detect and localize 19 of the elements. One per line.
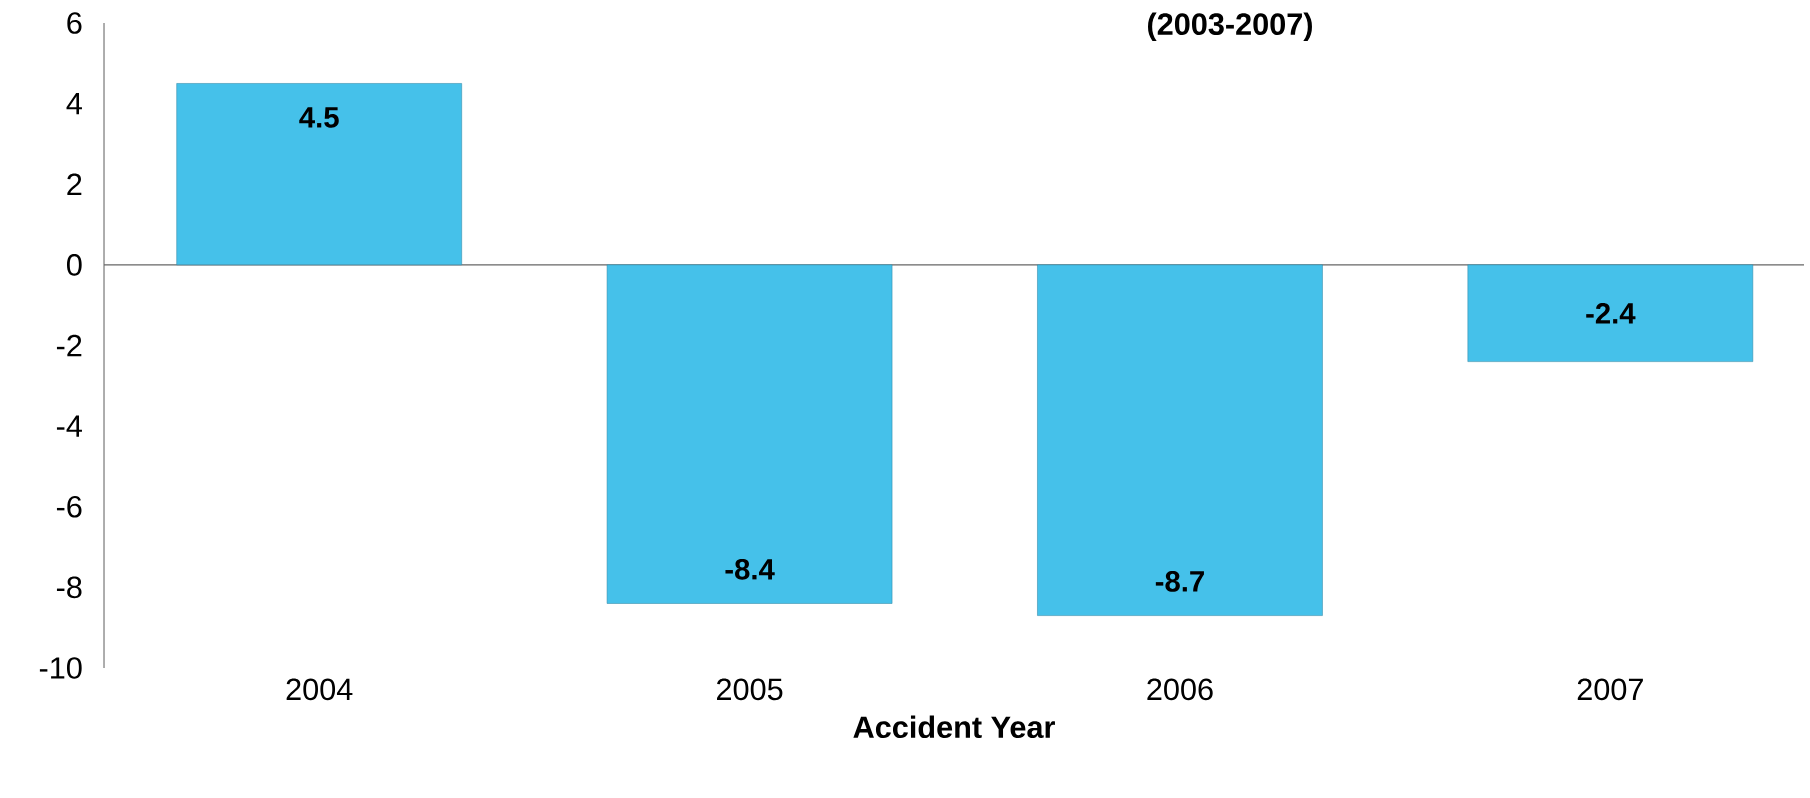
y-tick-label: -6 (56, 495, 82, 518)
y-tick-label: -2 (56, 334, 82, 357)
chart-title: (2003-2007) (1148, 12, 1312, 42)
data-label: -8.7 (1155, 570, 1204, 592)
y-tick-label: -10 (39, 657, 82, 679)
data-label: -2.4 (1586, 302, 1636, 324)
x-tick-label: 2004 (286, 678, 353, 701)
y-tick-label: -4 (56, 415, 82, 437)
x-axis-title: Accident Year (853, 715, 1055, 739)
x-tick-label: 2005 (717, 678, 783, 701)
x-tick-label: 2006 (1147, 678, 1213, 701)
y-tick-label: 6 (67, 12, 82, 34)
y-tick-label: 0 (66, 254, 82, 276)
y-tick-label: 4 (66, 93, 82, 115)
data-label: -8.4 (725, 558, 775, 580)
data-label: 4.5 (299, 107, 339, 128)
y-tick-label: -8 (56, 576, 82, 599)
x-tick-label: 2007 (1577, 678, 1643, 701)
y-tick-label: 2 (67, 173, 82, 195)
